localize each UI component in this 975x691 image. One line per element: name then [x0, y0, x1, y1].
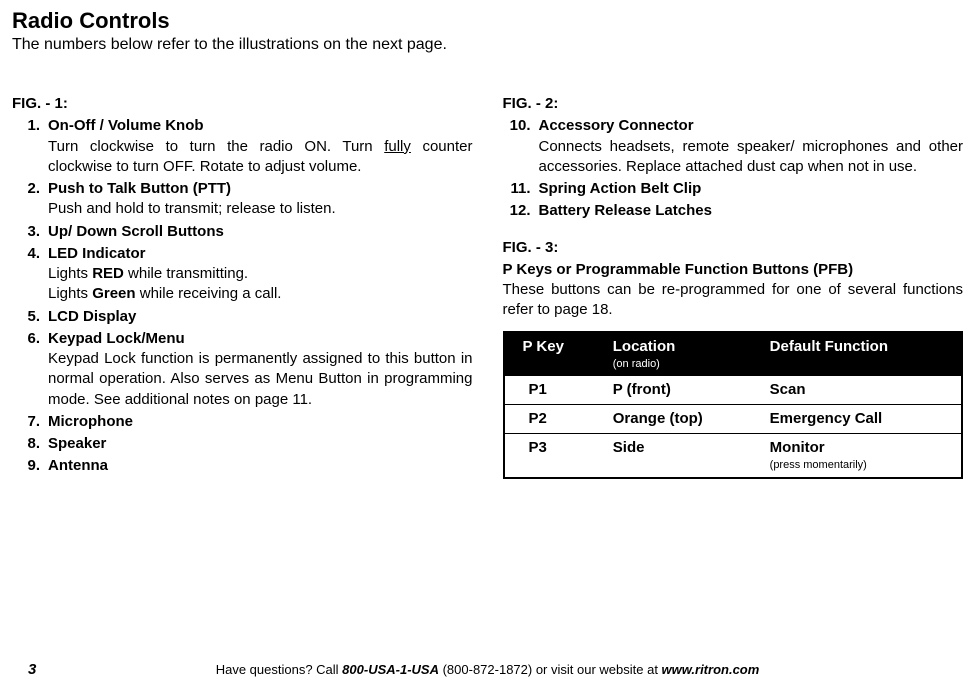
- item-title: Battery Release Latches: [539, 202, 712, 219]
- list-item: 7. Microphone: [12, 412, 473, 432]
- item-number: 10.: [503, 116, 539, 177]
- item-number: 9.: [12, 456, 48, 476]
- item-desc: Push and hold to transmit; release to li…: [48, 199, 473, 219]
- right-column: FIG. - 2: 10. Accessory Connector Connec…: [503, 94, 964, 479]
- table-row: P3 Side Monitor(press momentarily): [504, 434, 963, 479]
- page-title: Radio Controls: [12, 8, 963, 34]
- item-number: 1.: [12, 116, 48, 177]
- item-title: On-Off / Volume Knob: [48, 117, 204, 134]
- page-number: 3: [28, 661, 36, 678]
- list-item: 10. Accessory Connector Connects headset…: [503, 116, 964, 177]
- list-item: 12. Battery Release Latches: [503, 201, 964, 221]
- list-item: 11. Spring Action Belt Clip: [503, 179, 964, 199]
- list-item: 8. Speaker: [12, 434, 473, 454]
- list-item: 6. Keypad Lock/Menu Keypad Lock function…: [12, 329, 473, 410]
- pfb-table: P Key Location(on radio) Default Functio…: [503, 331, 964, 480]
- fig1-label: FIG. - 1:: [12, 94, 473, 114]
- table-header: P Key: [504, 332, 605, 376]
- page-footer: 3 Have questions? Call 800-USA-1-USA (80…: [0, 662, 975, 677]
- item-number: 8.: [12, 434, 48, 454]
- item-number: 6.: [12, 329, 48, 410]
- list-item: 1. On-Off / Volume Knob Turn clockwise t…: [12, 116, 473, 177]
- table-header: Default Function: [762, 332, 962, 376]
- item-desc: Lights RED while transmitting. Lights Gr…: [48, 264, 473, 305]
- item-number: 11.: [503, 179, 539, 199]
- item-title: Speaker: [48, 435, 106, 452]
- item-desc: Connects headsets, remote speaker/ micro…: [539, 137, 964, 178]
- item-title: Spring Action Belt Clip: [539, 180, 702, 197]
- item-title: LED Indicator: [48, 245, 146, 262]
- fig3-label: FIG. - 3:: [503, 238, 964, 258]
- content-columns: FIG. - 1: 1. On-Off / Volume Knob Turn c…: [12, 94, 963, 479]
- list-item: 4. LED Indicator Lights RED while transm…: [12, 244, 473, 305]
- footer-text: Have questions? Call 800-USA-1-USA (800-…: [216, 662, 760, 677]
- item-title: Accessory Connector: [539, 117, 694, 134]
- item-number: 5.: [12, 307, 48, 327]
- item-desc: Keypad Lock function is permanently assi…: [48, 349, 473, 410]
- item-title: Antenna: [48, 457, 108, 474]
- item-number: 7.: [12, 412, 48, 432]
- item-number: 2.: [12, 179, 48, 220]
- item-title: LCD Display: [48, 308, 136, 325]
- table-row: P1 P (front) Scan: [504, 376, 963, 405]
- pfb-intro: These buttons can be re-programmed for o…: [503, 280, 964, 321]
- item-desc: Turn clockwise to turn the radio ON. Tur…: [48, 137, 473, 178]
- item-number: 4.: [12, 244, 48, 305]
- list-item: 2. Push to Talk Button (PTT) Push and ho…: [12, 179, 473, 220]
- pfb-heading: P Keys or Programmable Function Buttons …: [503, 260, 964, 280]
- fig2-label: FIG. - 2:: [503, 94, 964, 114]
- list-item: 9. Antenna: [12, 456, 473, 476]
- item-title: Keypad Lock/Menu: [48, 330, 185, 347]
- item-title: Up/ Down Scroll Buttons: [48, 223, 224, 240]
- left-column: FIG. - 1: 1. On-Off / Volume Knob Turn c…: [12, 94, 473, 479]
- item-title: Microphone: [48, 413, 133, 430]
- list-item: 5. LCD Display: [12, 307, 473, 327]
- item-number: 3.: [12, 222, 48, 242]
- item-number: 12.: [503, 201, 539, 221]
- list-item: 3. Up/ Down Scroll Buttons: [12, 222, 473, 242]
- table-header: Location(on radio): [605, 332, 762, 376]
- item-title: Push to Talk Button (PTT): [48, 180, 231, 197]
- page-subtitle: The numbers below refer to the illustrat…: [12, 36, 963, 54]
- table-row: P2 Orange (top) Emergency Call: [504, 404, 963, 433]
